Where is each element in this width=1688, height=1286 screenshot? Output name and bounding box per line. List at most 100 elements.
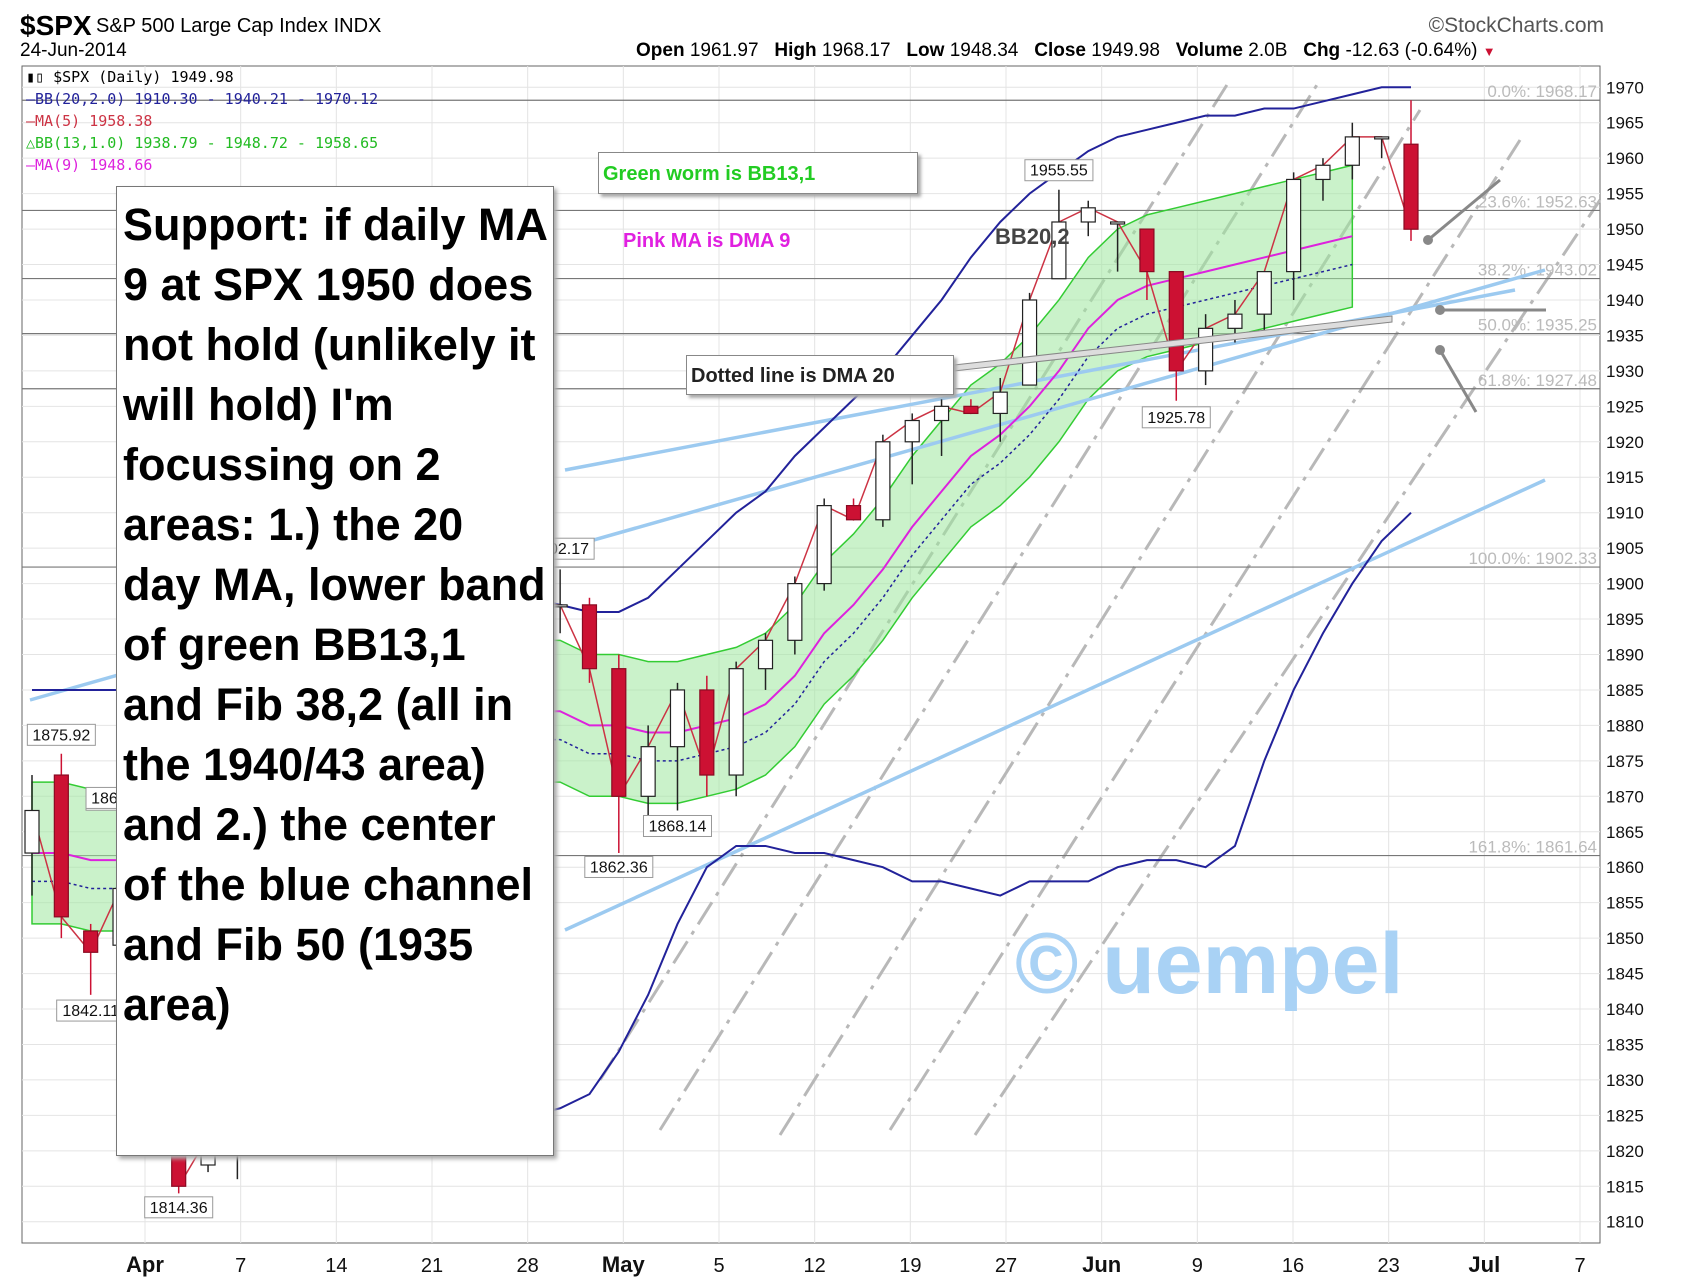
open-label: Open — [636, 40, 685, 61]
candle-body — [1109, 221, 1126, 225]
fib-label: 161.8%: 1861.64 — [1468, 838, 1597, 857]
candle-body — [1256, 271, 1272, 315]
x-tick-label: 7 — [235, 1255, 246, 1277]
y-tick-label: 1850 — [1606, 929, 1644, 948]
volume-value: 2.0B — [1248, 40, 1288, 61]
price-label: 1862.36 — [590, 859, 648, 876]
fib-label: 38.2%: 1943.02 — [1478, 261, 1597, 280]
open-value: 1961.97 — [689, 40, 759, 61]
arrow-icon — [1427, 178, 1501, 242]
high-label: High — [774, 40, 817, 61]
candle-body — [845, 505, 862, 521]
arrow-head-icon — [1435, 305, 1445, 315]
candle-body — [1227, 313, 1243, 329]
y-tick-label: 1855 — [1606, 894, 1644, 913]
y-tick-label: 1875 — [1606, 752, 1644, 771]
x-tick-label: 7 — [1574, 1255, 1585, 1277]
y-tick-label: 1810 — [1606, 1213, 1644, 1232]
candle-body — [24, 809, 40, 854]
y-tick-label: 1815 — [1606, 1177, 1644, 1196]
price-label-box — [1141, 406, 1211, 429]
candle-body — [1286, 178, 1302, 273]
arrow-head-icon — [1423, 235, 1433, 245]
candle-body — [552, 604, 568, 608]
index-name: S&P 500 Large Cap Index INDX — [96, 15, 381, 38]
legend-bb13-text: BB(13,1.0) 1938.79 - 1948.72 - 1958.65 — [35, 134, 379, 152]
blue-channel-line — [564, 478, 1546, 932]
candle-body — [640, 746, 656, 797]
candle-body — [1403, 143, 1419, 230]
watermark: © uempel — [1015, 916, 1404, 1012]
y-tick-label: 1955 — [1606, 185, 1644, 204]
candle-body — [728, 668, 744, 776]
y-tick-label: 1885 — [1606, 681, 1644, 700]
candle-body — [83, 930, 99, 953]
fib-label: 100.0%: 1902.33 — [1468, 549, 1597, 568]
brand-logo: ©StockCharts.com — [1428, 14, 1604, 37]
symbol: $SPX — [20, 10, 92, 41]
y-tick-label: 1935 — [1606, 326, 1644, 345]
candle-body — [669, 689, 686, 748]
fib-label: 23.6%: 1952.63 — [1478, 192, 1597, 211]
candle-body — [581, 604, 598, 670]
fib-label: 0.0%: 1968.17 — [1487, 82, 1597, 101]
green-worm-note: Green worm is BB13,1 — [598, 152, 918, 194]
support-note: Support: if daily MA 9 at SPX 1950 does … — [116, 186, 554, 1156]
x-tick-label: 19 — [899, 1255, 921, 1277]
x-tick-label: 27 — [995, 1255, 1017, 1277]
candle-body — [1315, 164, 1331, 181]
y-tick-label: 1860 — [1606, 858, 1644, 877]
y-tick-label: 1910 — [1606, 504, 1644, 523]
y-tick-label: 1845 — [1606, 965, 1644, 984]
x-tick-label: 28 — [517, 1255, 539, 1277]
chg-label: Chg — [1303, 40, 1341, 61]
candle-body — [53, 774, 69, 918]
x-tick-label: 16 — [1282, 1255, 1304, 1277]
legend-ma5-text: MA(5) 1958.38 — [35, 112, 153, 130]
x-tick-label: 12 — [804, 1255, 826, 1277]
low-label: Low — [906, 40, 945, 61]
x-tick-label: 23 — [1378, 1255, 1400, 1277]
x-tick-label: 9 — [1192, 1255, 1203, 1277]
x-tick-label: Jun — [1082, 1252, 1121, 1277]
trend-line-grey — [778, 109, 1422, 1136]
price-label: 1875.92 — [32, 727, 90, 744]
index-name-text: S&P 500 Large Cap Index — [96, 15, 329, 37]
close-label: Close — [1034, 40, 1086, 61]
legend-ma5: —MA(5) 1958.38 — [26, 112, 153, 130]
candle-body — [1344, 136, 1360, 166]
y-tick-label: 1830 — [1606, 1071, 1644, 1090]
x-tick-label: 5 — [713, 1255, 724, 1277]
arrow-icon — [1438, 349, 1478, 413]
price-label-box — [144, 1196, 214, 1219]
y-tick-label: 1950 — [1606, 220, 1644, 239]
legend-price: ▮▯ $SPX (Daily) 1949.98 — [26, 68, 234, 86]
triangle-icon: △ — [26, 134, 36, 152]
down-triangle-icon: ▼ — [1482, 44, 1496, 59]
price-label: 1842.11 — [62, 1003, 119, 1020]
x-tick-label: May — [602, 1252, 646, 1277]
y-tick-label: 1865 — [1606, 823, 1644, 842]
legend-ma9-text: MA(9) 1948.66 — [35, 156, 153, 174]
candle-body — [699, 689, 715, 776]
y-tick-label: 1820 — [1606, 1142, 1644, 1161]
legend-ma9: —MA(9) 1948.66 — [26, 156, 153, 174]
bb-label: BB20,2 — [995, 224, 1070, 249]
y-tick-label: 1825 — [1606, 1106, 1644, 1125]
price-label-box — [642, 814, 712, 837]
price-label-box — [1024, 159, 1094, 182]
note-pointer — [953, 315, 1393, 372]
candle-body — [1080, 207, 1096, 223]
y-tick-label: 1960 — [1606, 149, 1644, 168]
price-label: 1955.55 — [1030, 163, 1088, 180]
price-label: 1868.14 — [649, 818, 707, 835]
candle-body — [1374, 136, 1390, 140]
y-tick-label: 1930 — [1606, 362, 1644, 381]
y-tick-label: 1905 — [1606, 539, 1644, 558]
arrow-head-icon — [1435, 345, 1445, 355]
candle-body — [904, 419, 920, 443]
y-tick-label: 1880 — [1606, 716, 1644, 735]
candle-body — [1198, 327, 1214, 372]
candle-legend-icon: ▮▯ — [26, 68, 45, 86]
price-label-box — [584, 855, 654, 878]
